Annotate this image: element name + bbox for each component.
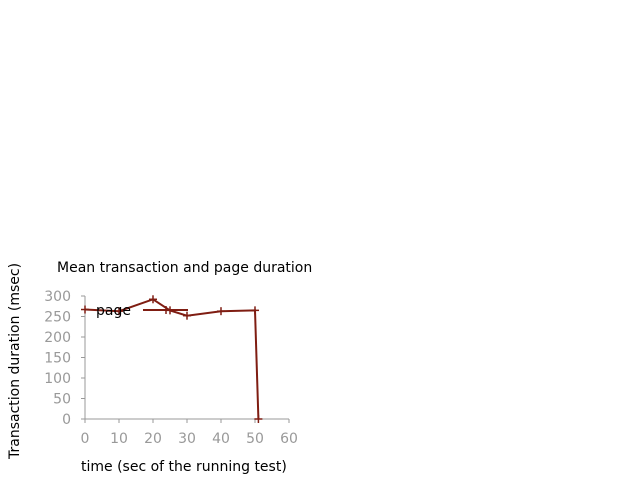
legend-label: page — [96, 303, 131, 319]
y-tick-label: 250 — [44, 310, 71, 326]
y-tick-label: 200 — [44, 330, 71, 346]
y-axis-label: Transaction duration (msec) — [7, 263, 23, 460]
series-line-0 — [84, 298, 260, 420]
chart-title: Mean transaction and page duration — [57, 260, 312, 276]
y-tick-label: 300 — [44, 289, 71, 305]
x-tick-label: 30 — [178, 431, 196, 447]
data-point — [217, 307, 225, 316]
tick-labels: 0 50 100 150 200 250 300 0 10 20 30 40 50 60 — [44, 289, 298, 447]
x-tick-label: 20 — [144, 431, 162, 447]
x-tick-label: 60 — [280, 431, 298, 447]
x-tick-label: 40 — [212, 431, 230, 447]
x-tick-label: 50 — [246, 431, 264, 447]
data-point — [81, 305, 89, 314]
legend-marker — [162, 306, 170, 314]
data-point — [251, 306, 259, 315]
x-axis-label: time (sec of the running test) — [81, 459, 287, 475]
data-point — [183, 311, 191, 320]
y-tick-label: 50 — [53, 392, 71, 408]
data-point — [254, 415, 263, 423]
data-point — [149, 295, 157, 304]
x-tick-label: 10 — [110, 431, 128, 447]
y-tick-label: 100 — [44, 371, 71, 387]
y-tick-label: 150 — [44, 351, 71, 367]
x-tick-label: 0 — [81, 431, 90, 447]
data-point — [115, 307, 123, 316]
legend: page — [96, 303, 188, 319]
y-tick-label: 0 — [62, 412, 71, 428]
